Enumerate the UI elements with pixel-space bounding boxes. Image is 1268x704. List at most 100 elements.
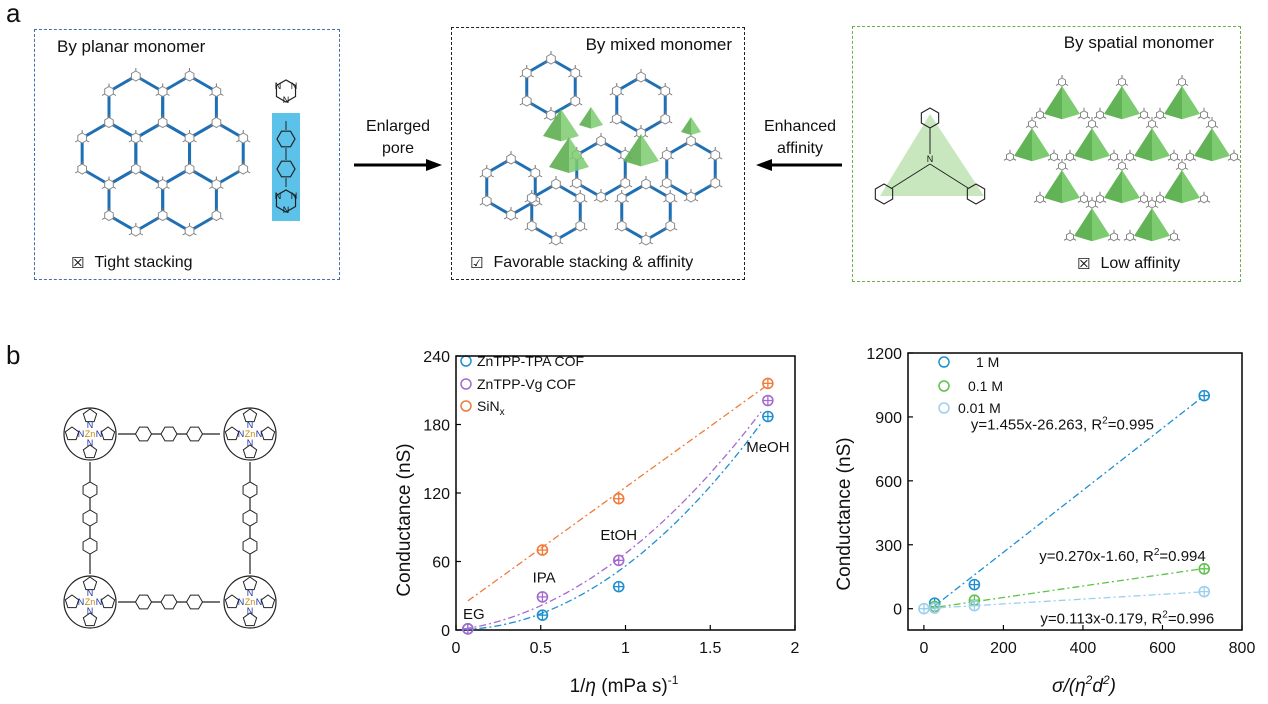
node-arm xyxy=(543,117,547,120)
node-ring xyxy=(665,220,676,232)
node-ring xyxy=(1066,232,1074,242)
node-ring xyxy=(575,220,586,232)
y-tick-label: 900 xyxy=(875,410,902,427)
pyramid xyxy=(1194,128,1230,162)
node-arm xyxy=(1057,158,1061,161)
node-arm xyxy=(543,61,547,64)
node-ring xyxy=(77,163,87,175)
pyramid-face-left xyxy=(623,134,641,167)
node-arm xyxy=(236,171,240,174)
atom-label: N xyxy=(283,95,290,105)
y-tick-label: 180 xyxy=(423,418,450,435)
node-arm xyxy=(166,93,170,96)
node-arm xyxy=(1145,125,1149,128)
node-ring xyxy=(1036,110,1044,120)
enlarged-label-line1: Enlarged xyxy=(365,118,431,135)
node-arm xyxy=(618,185,622,188)
node-arm xyxy=(1167,238,1171,241)
node-arm xyxy=(1137,200,1141,203)
pyramid-face-left xyxy=(1074,128,1092,162)
node-ring xyxy=(686,135,696,147)
x-tick-label: 0 xyxy=(452,640,461,657)
node-ring xyxy=(1036,194,1044,204)
node-arm xyxy=(1055,83,1059,86)
macrocycle xyxy=(63,407,117,461)
triazine-node xyxy=(663,190,678,204)
node-ring xyxy=(1110,152,1118,162)
triazine-node xyxy=(155,114,170,129)
node-ring xyxy=(526,192,537,204)
node-ring xyxy=(521,67,532,79)
node-ring xyxy=(1006,152,1014,162)
node-arm xyxy=(1133,238,1137,241)
node-ring xyxy=(104,85,114,98)
node-arm xyxy=(1003,158,1007,161)
node-ring xyxy=(1096,194,1104,204)
node-arm xyxy=(503,217,507,220)
node-ring xyxy=(1140,194,1148,204)
node-ring xyxy=(611,113,622,125)
fit-line xyxy=(464,411,762,630)
triazine-node xyxy=(182,130,197,144)
node-arm xyxy=(1175,83,1179,86)
pyramid xyxy=(1104,170,1140,204)
y-tick-label: 300 xyxy=(875,538,902,555)
nitrogen-label: N xyxy=(96,597,103,607)
triazine-node xyxy=(614,190,629,204)
enhanced-affinity-label: Enhanced affinity xyxy=(752,116,848,160)
y-tick-label: 60 xyxy=(432,555,450,572)
node-arm xyxy=(128,78,132,81)
node-arm xyxy=(209,217,213,220)
imine-linker xyxy=(118,426,220,442)
node-arm xyxy=(638,242,642,245)
triazine-node xyxy=(1047,149,1061,162)
triazine-node xyxy=(101,114,117,129)
node-ring xyxy=(660,113,671,125)
node-arm xyxy=(1095,125,1099,128)
node-arm xyxy=(503,161,507,164)
node-arm xyxy=(633,79,637,82)
node-arm xyxy=(1175,167,1179,170)
node-arm xyxy=(539,203,543,206)
node-arm xyxy=(1185,83,1189,86)
node-arm xyxy=(683,199,687,202)
triazine-node xyxy=(209,176,224,191)
triazine-node xyxy=(1115,75,1129,87)
node-arm xyxy=(609,121,613,124)
node-ring xyxy=(1148,119,1156,129)
node-arm xyxy=(1205,125,1209,128)
data-point xyxy=(968,599,981,612)
node-ring xyxy=(686,191,696,203)
triazine-node xyxy=(1085,197,1099,209)
atom-label: N xyxy=(275,81,282,91)
triazine-node xyxy=(659,147,674,161)
triazine-node xyxy=(1055,75,1069,87)
node-ring xyxy=(211,178,222,191)
node-arm xyxy=(560,186,564,189)
node-arm xyxy=(584,200,588,203)
node-arm xyxy=(650,186,654,189)
node-arm xyxy=(1013,158,1017,161)
right-arrow xyxy=(354,159,442,171)
node-ring xyxy=(184,70,195,82)
node-arm xyxy=(1145,205,1149,208)
bond xyxy=(929,163,969,189)
triazine-node xyxy=(182,68,197,82)
node-arm xyxy=(193,233,197,236)
legend-001m-label: 0.01 M xyxy=(958,400,1001,416)
atom-label: N xyxy=(291,81,298,91)
node-ring xyxy=(1096,110,1104,120)
node-arm xyxy=(530,75,534,78)
enhanced-label-line2: affinity xyxy=(777,140,823,157)
benzene-ring xyxy=(276,160,296,178)
node-arm xyxy=(1073,238,1077,241)
fit-line xyxy=(923,591,1205,610)
node-arm xyxy=(479,203,483,206)
node-arm xyxy=(1065,83,1069,86)
data-point xyxy=(462,623,474,635)
node-ring xyxy=(661,177,672,189)
x-tick-label: 400 xyxy=(1070,640,1097,657)
y-tick-label: 600 xyxy=(875,474,902,491)
triazine-node xyxy=(1003,149,1017,162)
